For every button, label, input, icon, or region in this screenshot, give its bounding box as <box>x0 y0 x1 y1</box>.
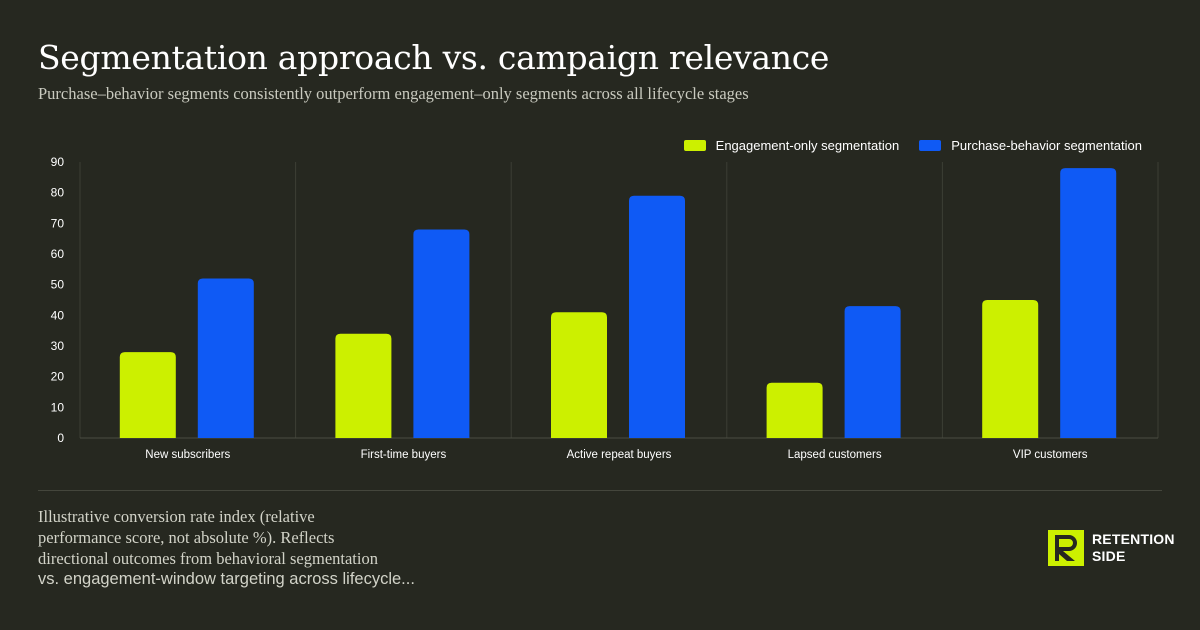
y-tick-label: 0 <box>57 431 64 445</box>
x-tick-label: VIP customers <box>1013 449 1088 461</box>
y-tick-label: 50 <box>51 278 65 292</box>
legend-label-engagement: Engagement-only segmentation <box>715 138 900 153</box>
y-tick-label: 10 <box>51 400 65 414</box>
legend-swatch-engagement <box>683 140 706 151</box>
footnote: Illustrative conversion rate index (rela… <box>38 506 498 590</box>
footnote-line-4: vs. engagement-window targeting across l… <box>38 570 415 588</box>
bar-purchase-behavior <box>1060 168 1117 438</box>
y-tick-label: 70 <box>51 216 65 230</box>
y-tick-label: 40 <box>51 308 65 322</box>
bar-purchase-behavior <box>197 278 254 438</box>
retention-side-logo-icon <box>1048 530 1084 566</box>
brand-logo: RETENTION SIDE <box>1048 530 1175 566</box>
x-tick-label: Lapsed customers <box>788 449 882 461</box>
brand-name: RETENTION SIDE <box>1092 531 1175 565</box>
bar-engagement-only <box>551 312 607 438</box>
bar-engagement-only <box>766 382 823 438</box>
bar-chart: 0 10 20 30 40 50 60 70 80 90 New subscribers First-… <box>51 155 1159 461</box>
legend-label-purchase: Purchase-behavior segmentation <box>951 138 1142 153</box>
chart-legend: Engagement-only segmentation Purchase-be… <box>683 138 1142 153</box>
legend-swatch-purchase <box>919 140 942 151</box>
footnote-line-3: directional outcomes from behavioral seg… <box>38 549 378 568</box>
bar-purchase-behavior <box>844 306 901 438</box>
legend-item-engagement: Engagement-only segmentation <box>683 138 900 153</box>
y-tick-label: 90 <box>51 155 65 169</box>
y-tick-label: 60 <box>51 247 65 261</box>
x-tick-label: First-time buyers <box>361 449 447 461</box>
bar-engagement-only <box>982 300 1039 438</box>
chart-title: Segmentation approach vs. campaign relev… <box>38 38 830 77</box>
bar-purchase-behavior <box>413 229 470 438</box>
brand-name-line-1: RETENTION <box>1092 531 1175 547</box>
chart-subtitle: Purchase–behavior segments consistently … <box>38 84 749 103</box>
x-tick-label: Active repeat buyers <box>567 449 672 461</box>
y-tick-label: 30 <box>51 339 65 353</box>
y-tick-label: 20 <box>51 370 65 384</box>
footer-divider <box>38 490 1162 491</box>
bar-engagement-only <box>119 352 176 438</box>
legend-item-purchase: Purchase-behavior segmentation <box>919 138 1142 153</box>
bar-engagement-only <box>335 333 392 438</box>
brand-name-line-2: SIDE <box>1092 548 1126 564</box>
y-tick-label: 80 <box>51 186 65 200</box>
footnote-line-1: Illustrative conversion rate index (rela… <box>38 507 315 526</box>
footnote-line-2: performance score, not absolute %). Refl… <box>38 528 335 547</box>
bar-purchase-behavior <box>629 195 685 438</box>
x-tick-label: New subscribers <box>145 449 230 461</box>
